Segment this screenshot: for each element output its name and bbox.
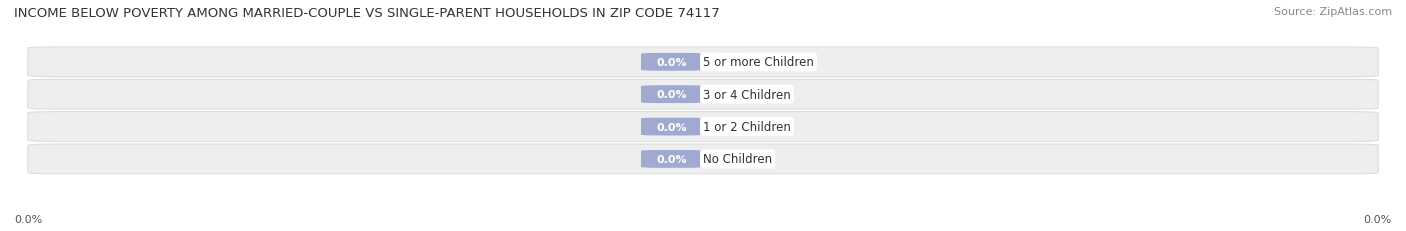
Text: 0.0%: 0.0%: [657, 90, 688, 100]
FancyBboxPatch shape: [28, 112, 1378, 142]
FancyBboxPatch shape: [703, 86, 765, 104]
Text: 0.0%: 0.0%: [718, 58, 749, 67]
FancyBboxPatch shape: [641, 86, 703, 104]
Text: 1 or 2 Children: 1 or 2 Children: [703, 121, 790, 134]
FancyBboxPatch shape: [703, 150, 765, 168]
Text: 0.0%: 0.0%: [657, 58, 688, 67]
FancyBboxPatch shape: [28, 48, 1378, 77]
Text: 0.0%: 0.0%: [718, 90, 749, 100]
Text: 0.0%: 0.0%: [718, 122, 749, 132]
Legend: Married Couples, Single Parents: Married Couples, Single Parents: [579, 228, 827, 231]
FancyBboxPatch shape: [641, 118, 703, 136]
FancyBboxPatch shape: [28, 144, 1378, 174]
Text: 5 or more Children: 5 or more Children: [703, 56, 814, 69]
Text: 0.0%: 0.0%: [657, 154, 688, 164]
Text: 3 or 4 Children: 3 or 4 Children: [703, 88, 790, 101]
Text: 0.0%: 0.0%: [14, 214, 42, 224]
FancyBboxPatch shape: [641, 150, 703, 168]
FancyBboxPatch shape: [28, 80, 1378, 109]
Text: INCOME BELOW POVERTY AMONG MARRIED-COUPLE VS SINGLE-PARENT HOUSEHOLDS IN ZIP COD: INCOME BELOW POVERTY AMONG MARRIED-COUPL…: [14, 7, 720, 20]
Text: 0.0%: 0.0%: [718, 154, 749, 164]
Text: 0.0%: 0.0%: [657, 122, 688, 132]
FancyBboxPatch shape: [703, 118, 765, 136]
Text: Source: ZipAtlas.com: Source: ZipAtlas.com: [1274, 7, 1392, 17]
Text: No Children: No Children: [703, 153, 772, 166]
Text: 0.0%: 0.0%: [1364, 214, 1392, 224]
FancyBboxPatch shape: [703, 54, 765, 71]
FancyBboxPatch shape: [641, 54, 703, 71]
